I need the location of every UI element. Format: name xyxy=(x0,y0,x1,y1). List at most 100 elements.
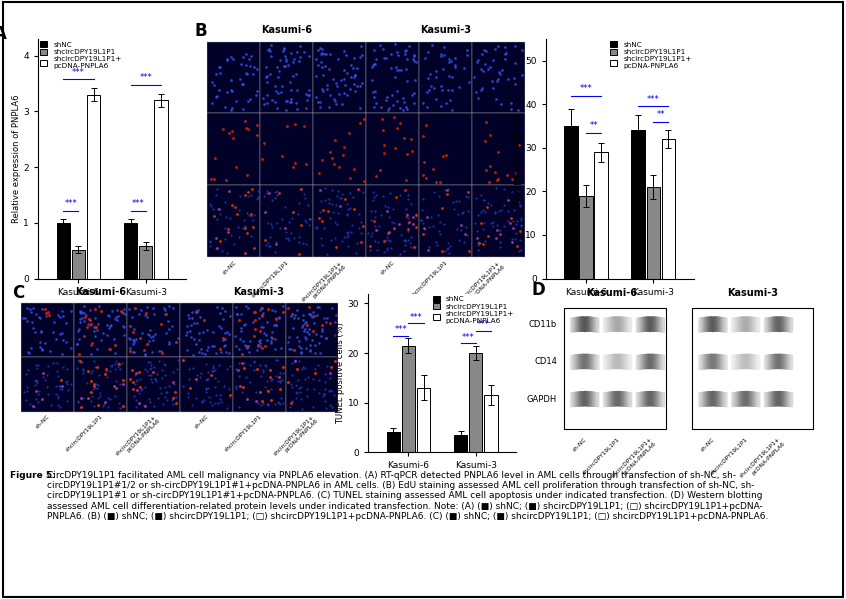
Point xyxy=(335,99,349,108)
Point xyxy=(64,343,78,353)
Bar xyxy=(21,303,74,358)
Point xyxy=(493,242,507,252)
Point xyxy=(205,341,218,350)
Point xyxy=(261,399,275,409)
Point xyxy=(238,222,251,231)
Point xyxy=(114,306,128,316)
Point xyxy=(403,217,416,226)
Point xyxy=(269,320,283,330)
Bar xyxy=(261,41,313,113)
Point xyxy=(377,149,391,158)
Point xyxy=(263,69,277,78)
Point xyxy=(446,85,459,95)
Point xyxy=(515,45,529,55)
Point xyxy=(128,324,141,334)
Point xyxy=(31,397,45,407)
Point xyxy=(18,313,31,322)
Point xyxy=(514,221,528,231)
Point xyxy=(340,90,354,100)
Point xyxy=(270,219,283,228)
Point xyxy=(72,397,85,407)
Point xyxy=(36,304,49,313)
Point xyxy=(320,81,333,90)
Point xyxy=(471,241,485,250)
Point xyxy=(445,105,459,114)
Point xyxy=(434,51,448,60)
Point xyxy=(255,155,269,164)
Point xyxy=(229,364,243,373)
Point xyxy=(513,202,526,211)
Point xyxy=(435,85,448,95)
Point xyxy=(19,395,33,404)
Point xyxy=(354,217,368,226)
Point xyxy=(88,313,102,322)
Point xyxy=(322,198,336,208)
Point xyxy=(221,227,234,237)
Point xyxy=(88,304,102,314)
Point xyxy=(485,77,498,86)
Point xyxy=(409,222,422,232)
Point xyxy=(146,331,160,341)
Point xyxy=(72,355,85,365)
Point xyxy=(107,382,120,391)
Point xyxy=(51,310,64,319)
Point xyxy=(343,188,357,198)
Point xyxy=(52,384,66,394)
Point xyxy=(324,362,338,371)
Point xyxy=(254,371,267,381)
Point xyxy=(89,322,102,331)
Text: sh-NC: sh-NC xyxy=(700,437,716,453)
Bar xyxy=(662,139,675,279)
Point xyxy=(200,359,213,369)
Point xyxy=(385,50,398,59)
Point xyxy=(74,308,88,317)
Point xyxy=(254,335,267,344)
Point xyxy=(117,401,130,411)
Point xyxy=(392,220,405,229)
Point xyxy=(305,335,319,344)
Point xyxy=(107,335,121,344)
Point xyxy=(99,397,113,407)
Point xyxy=(30,360,43,370)
Bar xyxy=(261,185,313,257)
Bar xyxy=(72,250,85,279)
Point xyxy=(368,207,382,216)
Point xyxy=(302,214,316,224)
Point xyxy=(181,392,195,402)
Point xyxy=(287,55,300,64)
Point xyxy=(95,335,108,345)
Point xyxy=(253,305,266,315)
Bar xyxy=(419,41,472,113)
Point xyxy=(243,95,256,104)
Point xyxy=(118,322,131,332)
Point xyxy=(250,63,263,73)
Point xyxy=(279,105,293,114)
Point xyxy=(239,301,252,311)
Point xyxy=(241,125,255,134)
Point xyxy=(347,63,360,73)
Point xyxy=(146,347,159,357)
Point xyxy=(196,328,210,337)
Point xyxy=(416,98,430,107)
Point xyxy=(491,147,504,157)
Point xyxy=(492,174,505,184)
Point xyxy=(442,71,456,81)
Point xyxy=(167,392,180,402)
Point xyxy=(49,381,63,391)
Point xyxy=(488,168,502,177)
Point xyxy=(113,364,127,374)
Point xyxy=(401,195,415,204)
Point xyxy=(323,400,337,410)
Point xyxy=(73,307,86,317)
Point xyxy=(195,397,209,406)
Point xyxy=(140,308,153,317)
Point xyxy=(88,326,102,336)
Point xyxy=(381,228,394,238)
Point xyxy=(462,77,475,87)
Point xyxy=(84,397,97,406)
Point xyxy=(241,96,255,106)
Point xyxy=(316,71,330,80)
Point xyxy=(102,323,116,332)
Point xyxy=(284,379,298,389)
Point xyxy=(247,365,261,374)
